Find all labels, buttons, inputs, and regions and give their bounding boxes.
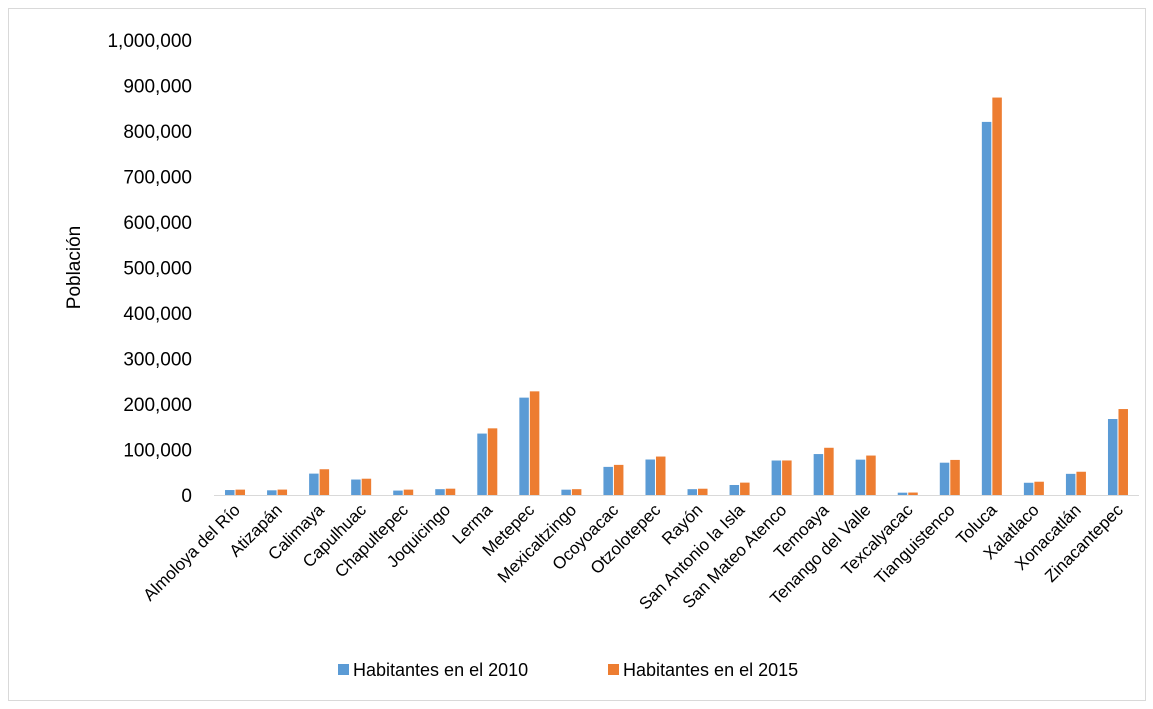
y-tick-label: 600,000 [123,213,192,234]
bar-2015 [361,478,372,495]
bar-2015 [487,428,498,495]
bar-2015 [1076,471,1086,495]
y-tick-label: 500,000 [123,259,192,280]
y-tick-label: 700,000 [123,168,192,189]
legend-label: Habitantes en el 2010 [353,660,528,680]
x-axis-category-labels: Almoloya del RíoAtizapánCalimayaCapulhua… [140,500,1128,613]
bars-group [225,97,1128,496]
y-tick-label: 800,000 [123,122,192,143]
y-tick-label: 400,000 [123,304,192,325]
y-axis-title: Población [64,226,85,309]
y-tick-label: 0 [181,486,192,507]
bar-2010 [939,462,950,495]
bar-2015 [403,489,414,495]
bar-2010 [813,454,824,495]
bar-2015 [613,464,624,495]
bar-2010 [897,492,908,495]
bar-2015 [1118,409,1128,495]
bar-2010 [1065,473,1076,495]
bar-2010 [1023,482,1034,495]
bar-2015 [740,482,750,495]
bar-2015 [445,488,456,495]
y-tick-label: 1,000,000 [107,31,192,52]
bar-2015 [655,456,666,495]
bar-2010 [729,484,740,495]
bar-2010 [561,489,571,495]
bar-2015 [529,391,540,495]
bar-2010 [477,433,487,495]
y-tick-label: 900,000 [123,77,192,98]
legend: Habitantes en el 2010 Habitantes en el 20… [338,660,798,680]
bar-chart: 0 100,000 200,000 300,000 400,000 500,000 600,… [64,31,1139,680]
bar-2010 [771,460,782,495]
bar-2015 [319,469,330,495]
bar-2010 [351,479,361,495]
bar-2015 [1034,481,1044,495]
legend-swatch [338,664,349,675]
bar-2015 [277,489,288,495]
bar-2015 [866,455,876,495]
y-tick-label: 300,000 [123,350,192,371]
bar-2010 [1107,419,1118,495]
bar-2015 [571,489,582,495]
bar-2010 [267,490,277,495]
bar-2015 [950,459,960,495]
bar-2010 [855,459,866,495]
bar-2010 [435,489,445,495]
y-axis-tick-labels: 0 100,000 200,000 300,000 400,000 500,000 600,… [107,31,192,507]
bar-2010 [309,473,319,495]
bar-2010 [603,466,613,495]
bar-2010 [687,489,698,495]
bar-2010 [225,490,235,495]
bar-2015 [992,97,1002,496]
y-tick-label: 200,000 [123,395,192,416]
bar-2010 [519,397,529,495]
x-category-label: Almoloya del Río [140,500,244,604]
y-tick-label: 100,000 [123,441,192,462]
legend-swatch [608,664,619,675]
bar-2010 [393,490,403,495]
bar-2015 [698,488,708,495]
legend-label: Habitantes en el 2015 [623,660,798,680]
bar-2010 [981,121,992,496]
bar-2015 [824,447,834,495]
bar-2010 [645,459,655,495]
bar-2015 [908,492,918,495]
chart-area: 0 100,000 200,000 300,000 400,000 500,000 600,… [8,8,1146,701]
bar-2015 [782,460,792,495]
bar-2015 [235,489,246,495]
